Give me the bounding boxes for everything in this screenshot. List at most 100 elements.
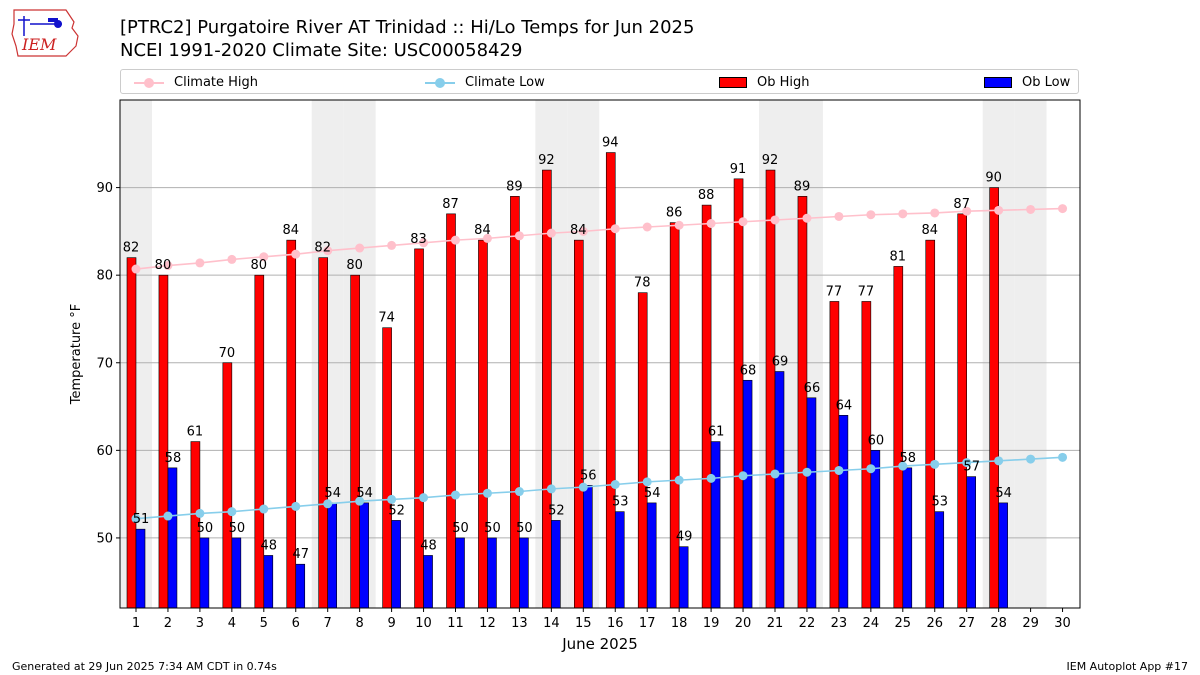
- ob-high-label: 84: [282, 223, 299, 238]
- climate-low-point: [738, 471, 748, 481]
- x-tick-label: 5: [260, 616, 268, 631]
- ob-low-label: 60: [868, 433, 885, 448]
- x-tick-label: 15: [575, 616, 592, 631]
- ob-low-label: 57: [963, 460, 980, 475]
- climate-low-point: [770, 469, 780, 479]
- ob-high-bar: [765, 169, 776, 609]
- climate-low-point: [482, 488, 492, 498]
- legend-label: Ob Low: [1022, 75, 1071, 90]
- ob-high-bar: [510, 196, 520, 609]
- x-tick-label: 2: [164, 616, 172, 631]
- ob-low-bar: [742, 379, 753, 609]
- x-tick-label: 7: [324, 616, 332, 631]
- climate-high-line-swatch: [134, 77, 164, 88]
- legend-item-ob-low: Ob Low: [984, 70, 1070, 95]
- climate-low-point: [419, 493, 429, 503]
- climate-low-line: [135, 456, 1063, 520]
- legend-label: Ob High: [757, 75, 810, 90]
- ob-high-label: 84: [921, 223, 938, 238]
- ob-low-bar: [870, 450, 881, 609]
- ob-high-bar: [669, 222, 680, 609]
- climate-low-point: [1026, 454, 1036, 464]
- ob-high-label: 77: [826, 284, 843, 299]
- ob-high-bar: [126, 257, 137, 609]
- ob-high-swatch: [719, 77, 747, 88]
- ob-low-bar: [582, 485, 593, 609]
- climate-high-point: [323, 246, 333, 256]
- ob-low-bar: [295, 563, 306, 609]
- ob-high-label: 86: [666, 206, 683, 221]
- legend-label: Climate High: [174, 75, 259, 90]
- ob-low-label: 54: [644, 486, 661, 501]
- legend-item-climate-low: Climate Low: [425, 70, 545, 95]
- ob-high-label: 80: [346, 258, 363, 273]
- ob-low-bar: [423, 555, 433, 609]
- ob-high-label: 87: [953, 197, 970, 212]
- ob-high-bar: [893, 266, 904, 609]
- ob-low-bar: [167, 467, 178, 609]
- ob-low-label: 54: [995, 486, 1012, 501]
- climate-high-point: [355, 243, 365, 253]
- climate-low-point: [387, 494, 397, 504]
- ob-low-bar: [263, 555, 274, 609]
- ob-low-bar: [614, 511, 625, 609]
- ob-low-bar: [966, 476, 977, 609]
- climate-high-point: [419, 238, 429, 248]
- ob-high-label: 89: [794, 179, 811, 194]
- ob-low-label: 50: [197, 521, 214, 536]
- ob-high-label: 82: [123, 241, 140, 256]
- climate-high-point: [163, 261, 173, 271]
- ob-low-label: 51: [133, 512, 150, 527]
- climate-low-point: [930, 459, 940, 469]
- ob-low-label: 52: [548, 503, 565, 518]
- ob-low-label: 64: [836, 398, 853, 413]
- ob-low-bar: [934, 511, 945, 609]
- x-tick-label: 17: [639, 616, 656, 631]
- x-tick-label: 20: [735, 616, 752, 631]
- ob-low-label: 48: [420, 538, 437, 553]
- x-tick-label: 25: [895, 616, 912, 631]
- climate-low-point: [610, 480, 620, 490]
- ob-high-bar: [637, 292, 648, 609]
- climate-high-point: [482, 233, 492, 243]
- ob-high-label: 83: [410, 232, 427, 247]
- generated-timestamp: Generated at 29 Jun 2025 7:34 AM CDT in …: [12, 660, 277, 673]
- climate-low-line-swatch: [425, 77, 455, 88]
- climate-high-point: [1026, 204, 1036, 214]
- ob-low-label: 56: [580, 468, 597, 483]
- ob-high-label: 82: [314, 241, 331, 256]
- climate-high-point: [259, 252, 269, 262]
- ob-high-bar: [254, 274, 265, 609]
- climate-high-point: [738, 217, 748, 227]
- ob-high-label: 90: [985, 171, 1002, 186]
- chart-subtitle: NCEI 1991-2020 Climate Site: USC00058429: [120, 40, 523, 61]
- ob-high-bar: [478, 239, 488, 609]
- ob-low-bar: [487, 537, 497, 609]
- chart-legend: Climate High Climate Low Ob High Ob Low: [120, 69, 1079, 94]
- climate-low-point: [291, 501, 301, 511]
- logo-text: IEM: [21, 35, 57, 54]
- x-tick-label: 23: [831, 616, 848, 631]
- ob-low-label: 58: [165, 451, 182, 466]
- x-tick-label: 12: [479, 616, 496, 631]
- ob-high-label: 77: [858, 284, 875, 299]
- ob-low-bar: [551, 520, 561, 609]
- ob-low-label: 53: [931, 495, 948, 510]
- ob-high-label: 92: [762, 153, 779, 168]
- ob-low-label: 53: [612, 495, 629, 510]
- ob-low-bar: [135, 528, 146, 609]
- climate-low-point: [834, 465, 844, 475]
- climate-low-point: [706, 473, 716, 483]
- climate-high-point: [546, 228, 556, 238]
- climate-low-point: [451, 490, 460, 500]
- ob-high-label: 84: [570, 223, 587, 238]
- ob-low-label: 58: [900, 451, 917, 466]
- ob-low-label: 54: [324, 486, 341, 501]
- x-tick-label: 28: [990, 616, 1007, 631]
- ob-high-bar: [222, 362, 233, 609]
- x-tick-label: 11: [447, 616, 464, 631]
- x-tick-label: 13: [511, 616, 528, 631]
- climate-low-point: [578, 482, 588, 492]
- ob-high-bar: [605, 152, 616, 609]
- climate-high-point: [227, 254, 237, 264]
